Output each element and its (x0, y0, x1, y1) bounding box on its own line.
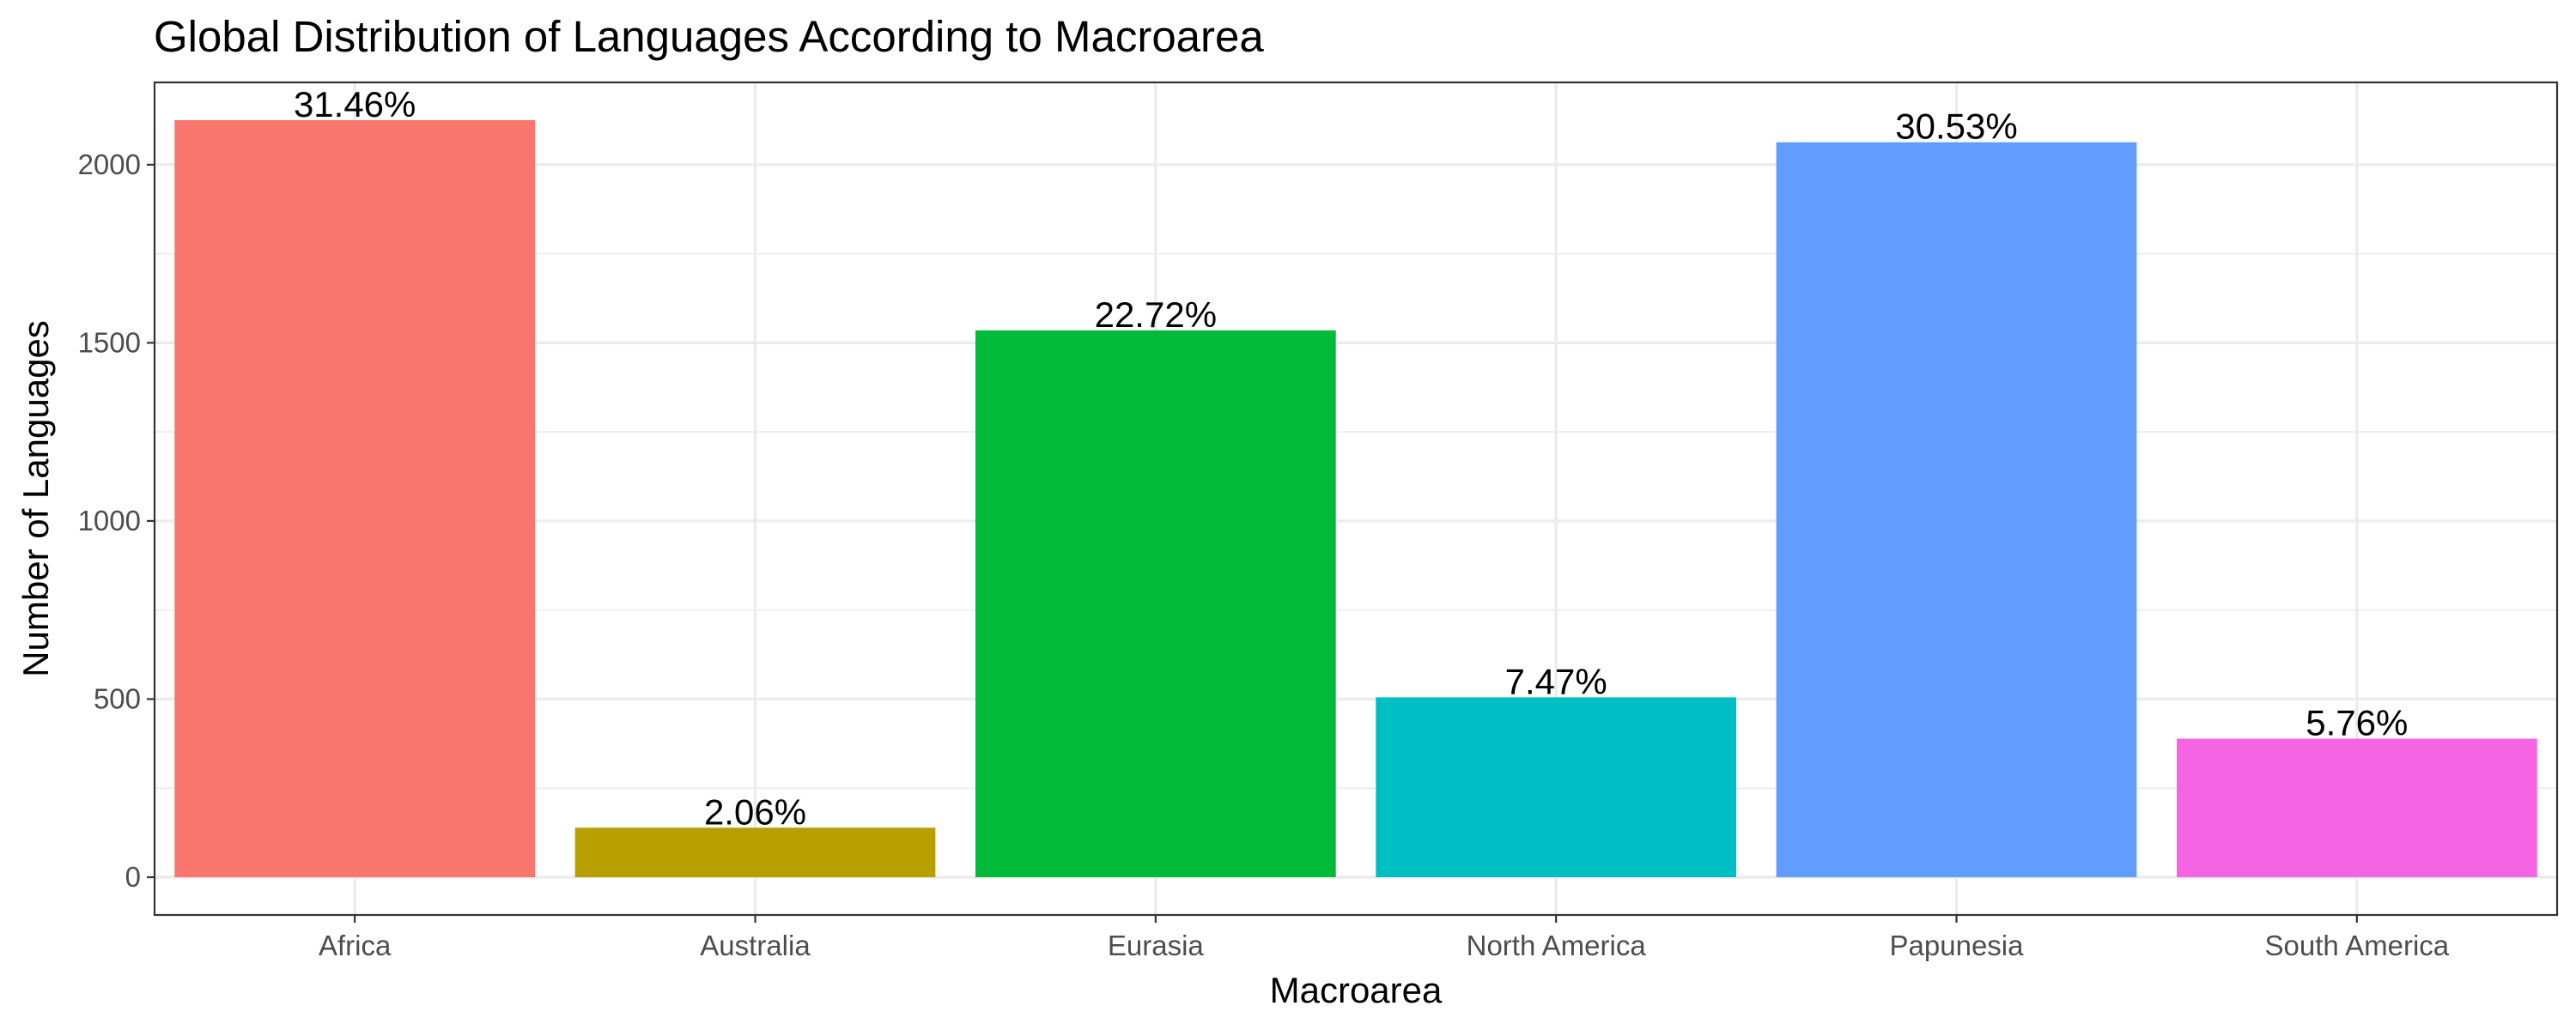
y-axis-title: Number of Languages (15, 320, 56, 677)
bar-eurasia (975, 330, 1336, 878)
data-label: 5.76% (2306, 703, 2408, 743)
y-tick-label: 0 (125, 861, 141, 893)
x-tick-label: Australia (700, 930, 811, 961)
bar-australia (574, 827, 936, 878)
axes: 0 500 1000 1500 2000 Africa Australia Eurasia No… (78, 148, 2450, 961)
data-label: 2.06% (704, 791, 806, 832)
data-label: 31.46% (294, 84, 416, 124)
bar-north-america (1376, 697, 1737, 878)
y-tick-label: 1500 (78, 326, 141, 358)
x-axis-title: Macroarea (1270, 970, 1443, 1010)
bar-papunesia (1776, 142, 2137, 878)
bar-africa (174, 119, 536, 878)
data-label: 22.72% (1095, 294, 1217, 335)
x-tick-label: Eurasia (1108, 930, 1205, 961)
plot-panel-border (153, 81, 2559, 917)
chart-title: Global Distribution of Languages Accordi… (154, 12, 1264, 61)
bars (174, 119, 2537, 878)
x-tick-label: South America (2265, 930, 2450, 961)
y-tick-label: 2000 (78, 148, 141, 180)
x-tick-label: North America (1467, 930, 1647, 961)
data-label: 30.53% (1895, 106, 2017, 147)
x-tick-label: Africa (319, 930, 392, 961)
x-tick-label: Papunesia (1890, 930, 2025, 961)
data-labels: 31.46% 2.06% 22.72% 7.47% 30.53% 5.76% (294, 84, 2408, 832)
y-tick-label: 1000 (78, 505, 141, 536)
y-tick-label: 500 (94, 682, 141, 714)
bar-south-america (2176, 738, 2537, 878)
data-label: 7.47% (1505, 661, 1607, 701)
